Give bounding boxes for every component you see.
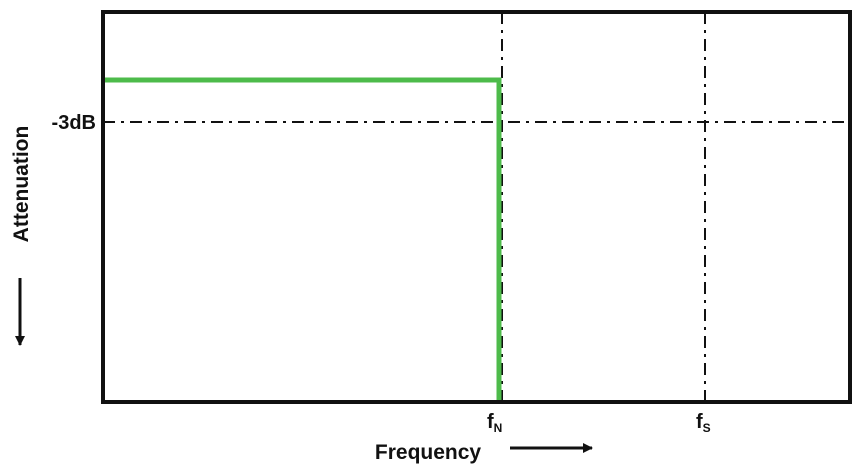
svg-text:fS: fS	[696, 411, 711, 435]
plot-frame	[101, 10, 852, 404]
nyquist-marker-sub: N	[494, 421, 503, 435]
nyquist-marker-label: fN	[487, 411, 502, 435]
svg-text:fN: fN	[487, 411, 502, 435]
sample-rate-marker-sub: S	[703, 421, 711, 435]
sample-rate-marker-base: f	[696, 411, 703, 433]
sample-rate-marker-label: fS	[696, 411, 711, 435]
nyquist-marker-base: f	[487, 411, 494, 433]
frequency-axis-label: Frequency	[375, 441, 482, 464]
filter-response-line	[103, 77, 502, 402]
minus-3db-label: -3dB	[52, 112, 96, 134]
attenuation-axis-label: Attenuation	[10, 126, 33, 243]
